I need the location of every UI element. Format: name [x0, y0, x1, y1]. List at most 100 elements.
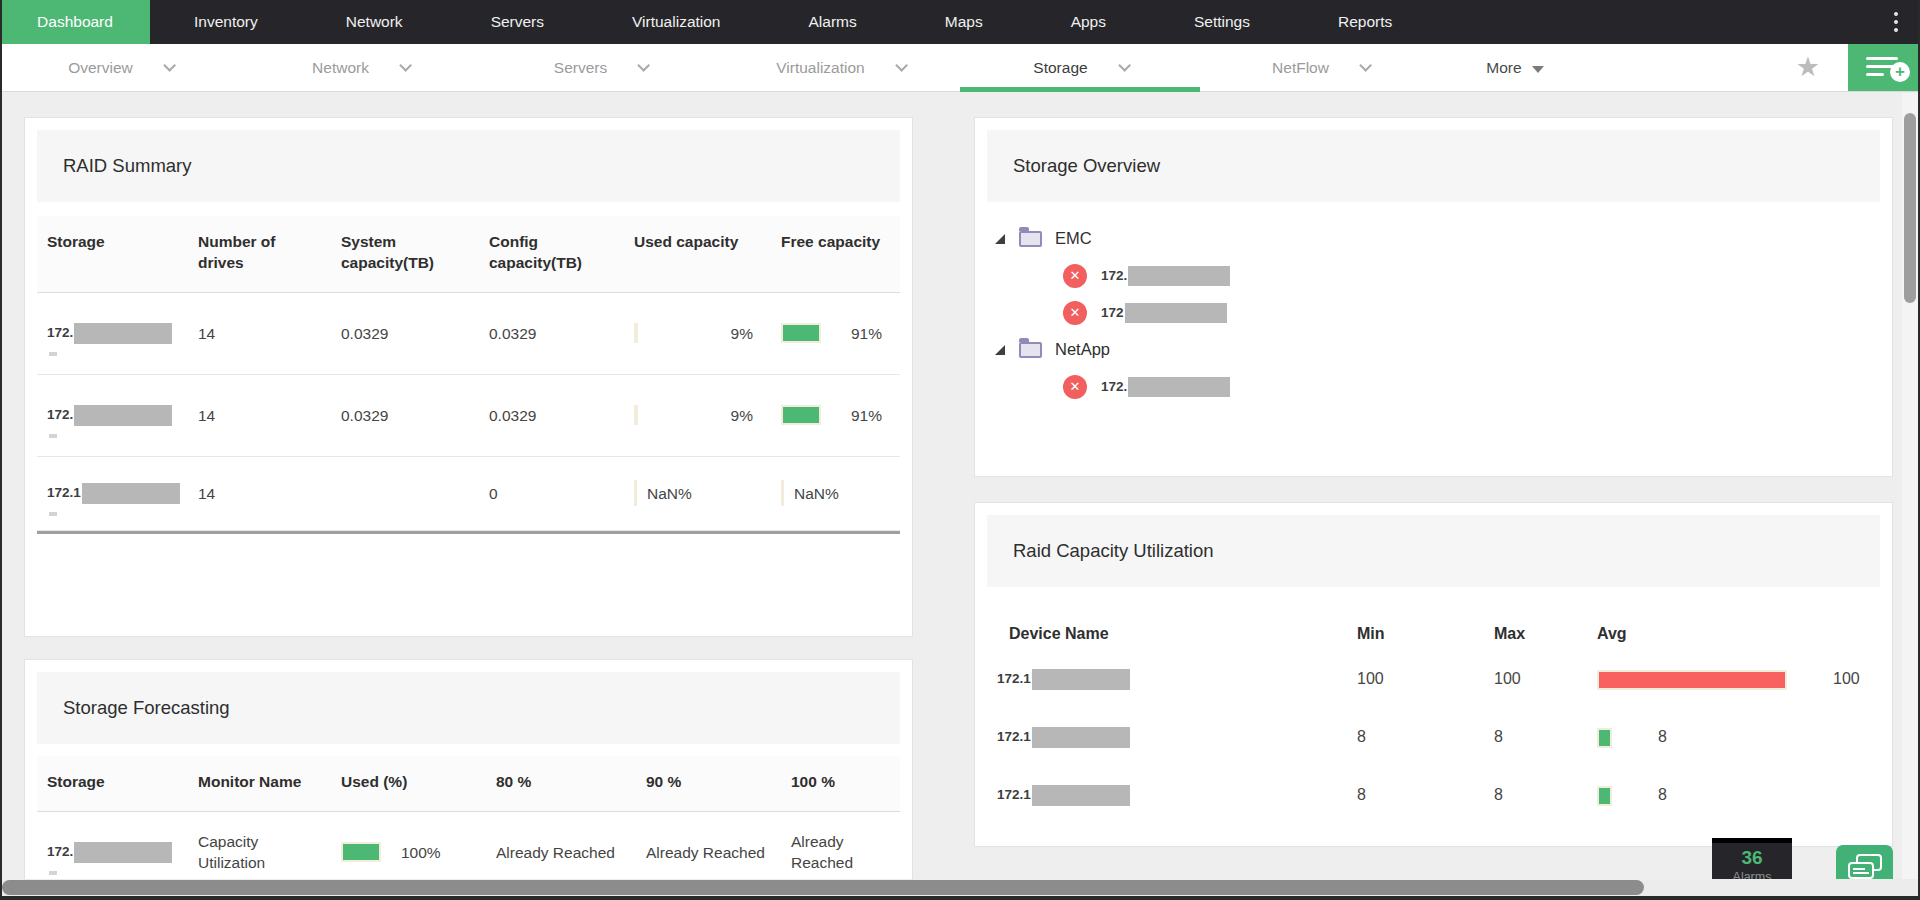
expander-icon[interactable] [995, 345, 1005, 355]
nav-settings[interactable]: Settings [1150, 0, 1294, 44]
error-status-icon [1063, 264, 1087, 288]
redacted-block [1128, 266, 1230, 286]
tree-group-label[interactable]: NetApp [1055, 340, 1110, 359]
favorite-star-icon[interactable] [1796, 54, 1820, 81]
error-status-icon [1063, 301, 1087, 325]
tab-label: Servers [554, 59, 607, 77]
tree-device-item[interactable]: 172 [995, 294, 1892, 331]
tree-group-netapp[interactable]: NetApp [995, 331, 1892, 368]
tab-servers[interactable]: Servers [480, 44, 720, 91]
card-title: Storage Overview [1013, 155, 1160, 177]
tab-more[interactable]: More [1440, 44, 1590, 91]
tree-device-item[interactable]: 172. [995, 257, 1892, 294]
tab-overview[interactable]: Overview [0, 44, 240, 91]
device-ip[interactable]: 172. [47, 324, 73, 343]
avg-value: 8 [1658, 726, 1667, 748]
card-title: RAID Summary [63, 155, 192, 177]
free-capacity-bar [781, 323, 821, 343]
nav-servers[interactable]: Servers [447, 0, 588, 44]
col-header: Number of drives [188, 216, 331, 293]
horizontal-scrollbar[interactable] [0, 879, 1920, 896]
col-header: 100 % [781, 756, 900, 812]
nav-network[interactable]: Network [302, 0, 447, 44]
device-ip[interactable]: 172. [47, 406, 73, 425]
drives-cell: 14 [188, 375, 331, 457]
tab-storage[interactable]: Storage [960, 44, 1200, 91]
redacted-mark [49, 871, 57, 875]
col-header: Free capacity [771, 216, 900, 293]
system-capacity-cell: 0.0329 [331, 375, 479, 457]
chat-icon [1848, 862, 1874, 879]
vertical-scrollbar[interactable] [1902, 93, 1918, 882]
card-title: Raid Capacity Utilization [1013, 540, 1214, 562]
horizontal-scrollbar-thumb[interactable] [2, 880, 1644, 895]
window-edge [0, 0, 2, 900]
used-capacity-cell: NaN% [624, 457, 771, 531]
tree-group-emc[interactable]: EMC [995, 220, 1892, 257]
raid-summary-card: RAID Summary Storage Number of drives Sy… [24, 117, 913, 637]
storage-device-cell[interactable]: 172. [37, 293, 188, 375]
used-capacity-cell: 9% [624, 293, 771, 375]
storage-forecasting-table: Storage Monitor Name Used (%) 80 % 90 % … [37, 756, 900, 894]
device-name-cell[interactable]: 172.1 [987, 709, 1347, 767]
col-header: Avg [1587, 607, 1880, 651]
avg-cell: 100 [1587, 651, 1880, 709]
nav-maps[interactable]: Maps [901, 0, 1027, 44]
table-scroll-divider [37, 531, 900, 534]
tab-virtualization[interactable]: Virtualization [720, 44, 960, 91]
window-edge [0, 896, 1920, 900]
free-capacity-value: 91% [851, 323, 882, 345]
avg-bar [1597, 670, 1787, 690]
device-name-cell[interactable]: 172.1 [987, 767, 1347, 825]
tree-group-label[interactable]: EMC [1055, 229, 1092, 248]
device-ip[interactable]: 172.1 [997, 728, 1031, 747]
chevron-down-icon [637, 59, 650, 72]
tab-label: Overview [68, 59, 133, 77]
col-header: Min [1347, 607, 1484, 651]
storage-device-cell[interactable]: 172. [37, 375, 188, 457]
avg-value: 100 [1833, 668, 1860, 690]
tree-device-item[interactable]: 172. [995, 368, 1892, 405]
device-ip[interactable]: 172.1 [47, 484, 81, 503]
device-ip[interactable]: 172.1 [997, 786, 1031, 805]
nav-dashboard[interactable]: Dashboard [0, 0, 150, 44]
system-capacity-cell: 0.0329 [331, 293, 479, 375]
free-capacity-bar [781, 405, 821, 425]
tab-netflow[interactable]: NetFlow [1200, 44, 1440, 91]
nav-virtualization[interactable]: Virtualization [588, 0, 764, 44]
used-capacity-value: 9% [731, 323, 753, 345]
nav-inventory[interactable]: Inventory [150, 0, 302, 44]
overflow-menu-icon[interactable] [1872, 0, 1920, 44]
expander-icon[interactable] [995, 234, 1005, 244]
dashboard-actions-button[interactable]: + [1848, 44, 1920, 91]
redacted-block [1032, 669, 1130, 690]
nav-apps[interactable]: Apps [1027, 0, 1150, 44]
folder-icon [1019, 342, 1042, 358]
card-header: Storage Overview [987, 130, 1880, 202]
device-name-cell[interactable]: 172.1 [987, 651, 1347, 709]
nav-alarms[interactable]: Alarms [765, 0, 901, 44]
used-capacity-value: NaN% [647, 483, 692, 505]
vertical-scrollbar-thumb[interactable] [1904, 113, 1916, 303]
config-capacity-cell: 0.0329 [479, 375, 624, 457]
tab-network[interactable]: Network [240, 44, 480, 91]
storage-device-cell[interactable]: 172.1 [37, 457, 188, 531]
col-header: System capacity(TB) [331, 216, 479, 293]
min-cell: 8 [1347, 767, 1484, 825]
nav-reports[interactable]: Reports [1294, 0, 1436, 44]
device-ip[interactable]: 172 [1101, 305, 1124, 320]
redacted-block [82, 483, 180, 504]
min-cell: 8 [1347, 709, 1484, 767]
device-ip[interactable]: 172. [47, 843, 73, 862]
used-percent-value: 100% [401, 842, 441, 864]
storage-forecasting-card: Storage Forecasting Storage Monitor Name… [24, 659, 913, 900]
col-header: 80 % [486, 756, 636, 812]
device-ip[interactable]: 172. [1101, 379, 1127, 394]
col-header: Storage [37, 756, 188, 812]
empty-bar-track [781, 480, 784, 506]
device-ip[interactable]: 172.1 [997, 670, 1031, 689]
redacted-block [1032, 727, 1130, 748]
raid-summary-table: Storage Number of drives System capacity… [37, 216, 900, 531]
card-header: Storage Forecasting [37, 672, 900, 744]
device-ip[interactable]: 172. [1101, 268, 1127, 283]
